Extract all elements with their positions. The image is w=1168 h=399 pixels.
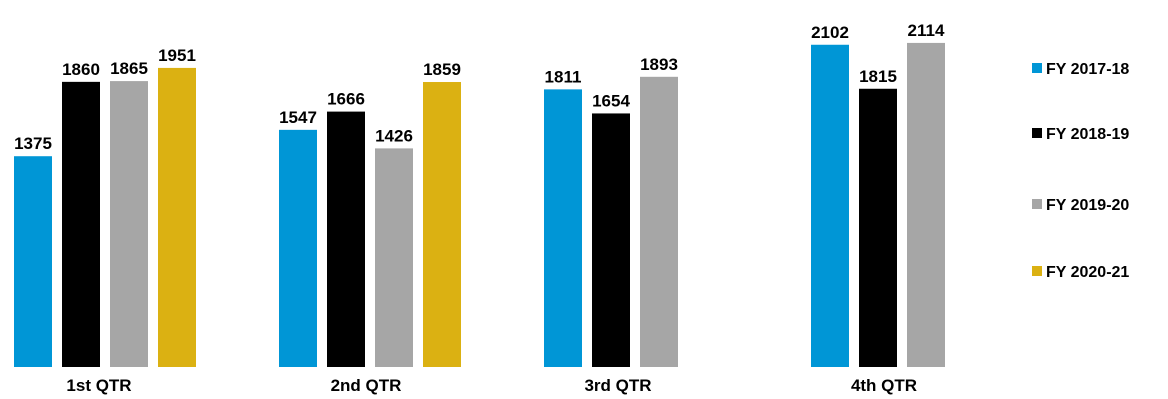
bar-3rd-qtr-fy-2018-19: [592, 113, 630, 367]
value-label-1st-qtr-fy-2019-20: 1865: [110, 59, 148, 78]
category-label-2nd-qtr: 2nd QTR: [331, 376, 402, 395]
value-label-3rd-qtr-fy-2018-19: 1654: [592, 91, 630, 110]
legend-label-fy-2017-18: FY 2017-18: [1046, 61, 1129, 78]
value-label-3rd-qtr-fy-2019-20: 1893: [640, 55, 678, 74]
value-label-3rd-qtr-fy-2017-18: 1811: [545, 67, 582, 86]
value-label-1st-qtr-fy-2018-19: 1860: [62, 60, 100, 79]
legend-swatch-fy-2019-20: [1032, 199, 1042, 209]
value-label-4th-qtr-fy-2017-18: 2102: [811, 23, 849, 42]
category-label-1st-qtr: 1st QTR: [66, 376, 131, 395]
legend-swatch-fy-2018-19: [1032, 128, 1042, 138]
bar-3rd-qtr-fy-2019-20: [640, 76, 678, 367]
bar-2nd-qtr-fy-2018-19: [327, 111, 365, 367]
legend-swatch-fy-2017-18: [1032, 63, 1042, 73]
bar-1st-qtr-fy-2020-21: [158, 67, 196, 368]
bar-2nd-qtr-fy-2019-20: [375, 148, 413, 367]
bar-4th-qtr-fy-2019-20: [907, 42, 945, 368]
legend-label-fy-2018-19: FY 2018-19: [1046, 126, 1129, 143]
category-label-3rd-qtr: 3rd QTR: [584, 376, 651, 395]
value-label-2nd-qtr-fy-2018-19: 1666: [327, 90, 365, 109]
bar-2nd-qtr-fy-2020-21: [423, 82, 461, 368]
value-labels-layer: 1375 1860 1865 1951 1547 1666 1426 1859 1811 1654…: [14, 21, 945, 153]
category-labels-layer: 1st QTR 2nd QTR 3rd QTR 4th QTR: [66, 376, 917, 395]
legend-swatch-fy-2020-21: [1032, 266, 1042, 276]
value-label-4th-qtr-fy-2018-19: 1815: [859, 67, 897, 86]
legend: FY 2017-18 FY 2018-19 FY 2019-20 FY 2020-21: [1032, 61, 1129, 281]
bar-1st-qtr-fy-2018-19: [62, 81, 100, 367]
category-label-4th-qtr: 4th QTR: [851, 376, 917, 395]
bar-2nd-qtr-fy-2017-18: [279, 129, 317, 367]
bar-1st-qtr-fy-2017-18: [14, 156, 52, 367]
bars-layer: [14, 42, 945, 368]
value-label-1st-qtr-fy-2017-18: 1375: [14, 134, 52, 153]
value-label-2nd-qtr-fy-2019-20: 1426: [375, 126, 413, 145]
bar-3rd-qtr-fy-2017-18: [544, 89, 582, 367]
bar-4th-qtr-fy-2018-19: [859, 88, 897, 367]
value-label-4th-qtr-fy-2019-20: 2114: [908, 21, 945, 40]
value-label-2nd-qtr-fy-2017-18: 1547: [279, 108, 317, 127]
value-label-1st-qtr-fy-2020-21: 1951: [158, 46, 196, 65]
bar-1st-qtr-fy-2019-20: [110, 81, 148, 368]
legend-label-fy-2020-21: FY 2020-21: [1046, 264, 1129, 281]
value-label-2nd-qtr-fy-2020-21: 1859: [423, 60, 461, 79]
legend-label-fy-2019-20: FY 2019-20: [1046, 197, 1129, 214]
bar-4th-qtr-fy-2017-18: [811, 44, 849, 368]
